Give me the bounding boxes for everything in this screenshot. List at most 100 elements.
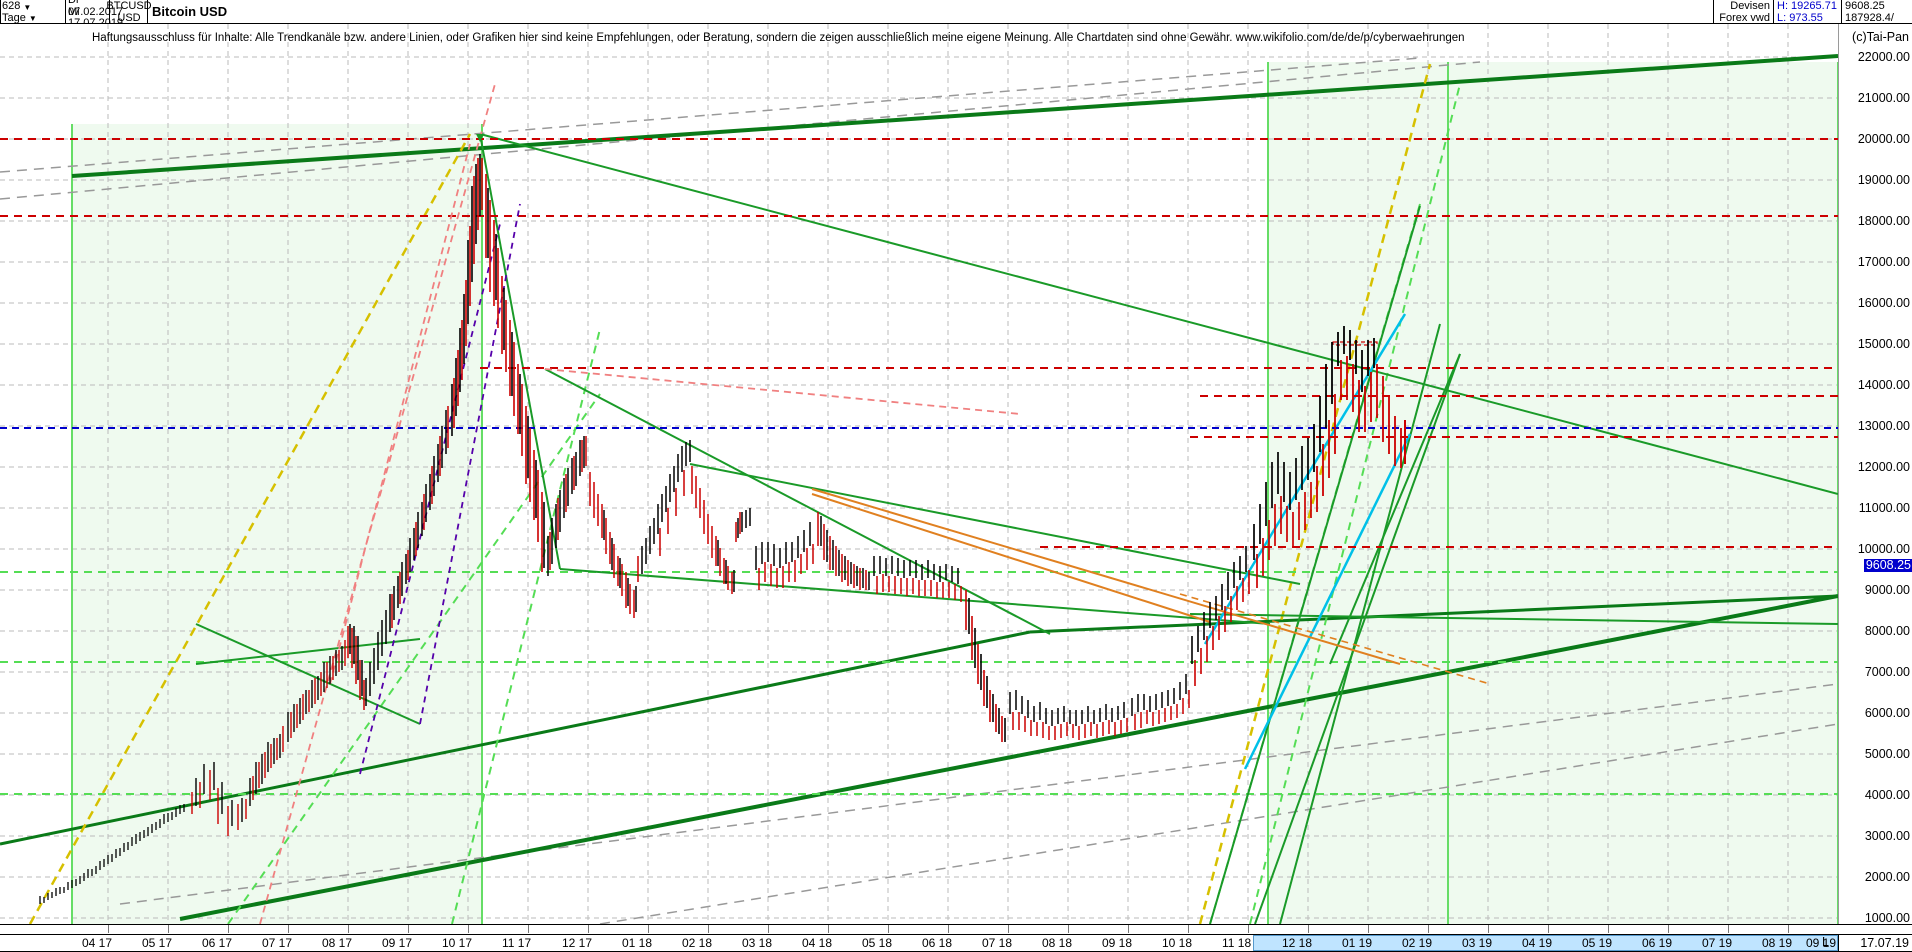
- y-tick-label: 8000.00: [1864, 624, 1910, 638]
- chart-plot-area[interactable]: [0, 24, 1838, 924]
- period-high-value: H: 19265.71: [1777, 0, 1837, 12]
- x-tick-label: 12 18: [1282, 936, 1313, 950]
- symbol-code: BTCUSD: [106, 0, 152, 12]
- x-tick-label: 08 18: [1042, 936, 1073, 950]
- period-low-value: L: 973.55: [1777, 11, 1823, 24]
- y-tick-label: 20000.00: [1857, 132, 1910, 146]
- chevron-down-icon[interactable]: ▼: [23, 2, 32, 12]
- y-tick-label: 7000.00: [1864, 665, 1910, 679]
- x-tick-label: 05 19: [1582, 936, 1613, 950]
- major-green-channel-lower: [0, 594, 1838, 846]
- y-tick-label: 10000.00: [1857, 542, 1910, 556]
- x-tick-label: 06 18: [922, 936, 953, 950]
- x-tick-label: 04 17: [82, 936, 113, 950]
- current-price-tag: 9608.25: [1863, 558, 1912, 572]
- x-tick-label: 07 17: [262, 936, 293, 950]
- shaded-region-left: [72, 124, 482, 924]
- y-tick-label: 3000.00: [1864, 829, 1910, 843]
- date-to: Mi 17.07.2019: [68, 5, 123, 29]
- x-tick-label: 02 18: [682, 936, 713, 950]
- header-market-cell: Devisen Forex vwd: [1716, 0, 1770, 23]
- major-green-channel: [71, 54, 1838, 921]
- header-symbol-cell: BTCUSD USD: [106, 0, 151, 24]
- chevron-down-icon[interactable]: ▼: [28, 14, 37, 24]
- x-tick-label: 07 19: [1702, 936, 1733, 950]
- y-tick-label: 13000.00: [1857, 419, 1910, 433]
- page-title: Bitcoin USD: [152, 0, 227, 23]
- x-tick-label: 03 19: [1462, 936, 1493, 950]
- bars-unit-value: Tage: [2, 11, 26, 24]
- date-axis-labels: 04 17 05 17 06 17 07 17 08 17 09 17 10 1…: [0, 934, 1838, 952]
- horizontal-gridlines: [0, 56, 1838, 919]
- red-resistance-levels: [0, 138, 1838, 548]
- pink-dashed-lines: [259, 83, 1021, 924]
- candlestick-series: [39, 154, 1406, 904]
- y-tick-label: 18000.00: [1857, 214, 1910, 228]
- market-group-label: Devisen: [1730, 0, 1770, 12]
- price-axis[interactable]: (c)Tai-Pan 22000.00 21000.00 20000.00 19…: [1838, 24, 1912, 925]
- header-highlow-cell: H: 19265.71 L: 973.55: [1777, 0, 1839, 23]
- price-chart-canvas: [0, 24, 1838, 924]
- x-tick-label: 09 19: [1806, 936, 1837, 950]
- bars-count-value: 628: [2, 0, 21, 12]
- ath-marker-triangle: [476, 134, 484, 142]
- date-from: Di 07.02.2017: [68, 0, 124, 18]
- x-tick-label: 03 18: [742, 936, 773, 950]
- date-axis-ticks: [0, 925, 1838, 934]
- x-tick-label: 05 17: [142, 936, 173, 950]
- x-tick-label: 12 17: [562, 936, 593, 950]
- last-price-value: 9608.25: [1845, 0, 1885, 12]
- x-tick-label: 02 19: [1402, 936, 1433, 950]
- x-tick-label: 04 19: [1522, 936, 1553, 950]
- y-tick-label: 6000.00: [1864, 706, 1910, 720]
- yellow-trendlines: [28, 63, 1432, 924]
- x-tick-label: 04 18: [802, 936, 833, 950]
- x-tick-label: 01 19: [1342, 936, 1373, 950]
- x-tick-label: 08 19: [1762, 936, 1793, 950]
- x-tick-label: 11 17: [502, 936, 532, 950]
- last-date-label: 17.07.19: [1838, 934, 1912, 952]
- shaded-region-right-b: [1268, 62, 1838, 924]
- date-axis[interactable]: 04 17 05 17 06 17 07 17 08 17 09 17 10 1…: [0, 924, 1912, 952]
- x-tick-label: 09 17: [382, 936, 413, 950]
- region-boundary-lines: [71, 62, 1838, 924]
- header-period-cell[interactable]: 628 ▼ Tage ▼: [2, 0, 64, 23]
- date-range-selection[interactable]: [1253, 935, 1838, 951]
- x-tick-label: 06 17: [202, 936, 233, 950]
- x-tick-label: 10 18: [1162, 936, 1193, 950]
- x-tick-label: 01 18: [622, 936, 653, 950]
- y-tick-label: 5000.00: [1864, 747, 1910, 761]
- instrument-title: Bitcoin USD: [152, 4, 228, 19]
- y-tick-label: 4000.00: [1864, 788, 1910, 802]
- volume-value: 187928.4/: [1845, 11, 1894, 24]
- header-last-cell: 9608.25 187928.4/: [1845, 0, 1911, 23]
- copyright-label: (c)Tai-Pan: [1852, 30, 1909, 44]
- y-tick-label: 19000.00: [1857, 173, 1910, 187]
- x-tick-label: 05 18: [862, 936, 893, 950]
- data-source-label: Forex vwd: [1719, 11, 1770, 24]
- y-tick-label: 1000.00: [1864, 911, 1910, 925]
- orange-channel: [811, 488, 1401, 665]
- y-tick-label: 22000.00: [1857, 50, 1910, 64]
- x-tick-label: 11 18: [1222, 936, 1252, 950]
- x-tick-label: 08 17: [322, 936, 353, 950]
- x-tick-label: 10 17: [442, 936, 473, 950]
- y-tick-label: 21000.00: [1857, 91, 1910, 105]
- currency-code: USD: [117, 11, 141, 24]
- y-tick-label: 14000.00: [1857, 378, 1910, 392]
- y-tick-label: 16000.00: [1857, 296, 1910, 310]
- y-tick-label: 11000.00: [1858, 501, 1910, 515]
- header-date-range-cell: Di 07.02.2017 Mi 17.07.2019: [68, 0, 136, 29]
- disclaimer-text: Haftungsausschluss für Inhalte: Alle Tre…: [92, 32, 1465, 44]
- y-tick-label: 9000.00: [1864, 583, 1910, 597]
- chart-header-bar: 628 ▼ Tage ▼ Di 07.02.2017 Mi 17.07.2019…: [0, 0, 1912, 29]
- grey-dashed-trendlines: [0, 57, 1838, 924]
- y-tick-label: 12000.00: [1857, 460, 1910, 474]
- x-tick-label: 09 18: [1102, 936, 1133, 950]
- y-tick-label: 17000.00: [1857, 255, 1910, 269]
- green-trend-fans: [195, 133, 1838, 924]
- y-tick-label: 2000.00: [1864, 870, 1910, 884]
- x-tick-label: 07 18: [982, 936, 1013, 950]
- x-tick-label: 06 19: [1642, 936, 1673, 950]
